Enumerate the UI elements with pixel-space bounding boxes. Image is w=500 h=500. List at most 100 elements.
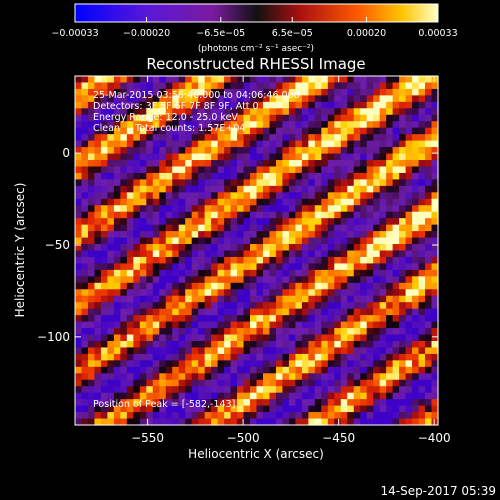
heatmap-cell	[373, 328, 381, 336]
heatmap-cell	[262, 205, 271, 213]
heatmap-cell	[113, 153, 121, 161]
heatmap-cell	[366, 121, 374, 129]
heatmap-cell	[250, 373, 258, 381]
heatmap-cell	[314, 256, 322, 265]
heatmap-cell	[198, 366, 206, 374]
heatmap-cell	[185, 392, 193, 400]
heatmap-cell	[321, 386, 329, 394]
heatmap-cell	[431, 134, 439, 142]
heatmap-cell	[295, 250, 303, 258]
heatmap-cell	[340, 353, 348, 361]
heatmap-cell	[386, 76, 394, 84]
heatmap-cell	[237, 237, 245, 245]
heatmap-cell	[379, 269, 387, 277]
heatmap-cell	[366, 101, 374, 109]
heatmap-cell	[120, 418, 128, 426]
heatmap-cell	[224, 276, 232, 284]
heatmap-cell	[178, 153, 186, 161]
heatmap-cell	[113, 321, 121, 329]
heatmap-cell	[198, 276, 206, 284]
heatmap-cell	[288, 134, 296, 142]
heatmap-cell	[75, 315, 83, 323]
heatmap-cell	[81, 160, 89, 168]
heatmap-cell	[165, 211, 173, 219]
heatmap-cell	[81, 366, 89, 374]
heatmap-cell	[113, 218, 121, 226]
heatmap-cell	[373, 134, 381, 142]
heatmap-cell	[185, 101, 193, 109]
heatmap-cell	[87, 237, 96, 245]
heatmap-cell	[405, 347, 413, 355]
heatmap-cell	[133, 315, 141, 323]
heatmap-cell	[425, 405, 433, 413]
heatmap-cell	[211, 244, 219, 252]
heatmap-cell	[373, 379, 381, 387]
heatmap-cell	[412, 282, 420, 290]
heatmap-cell	[256, 237, 264, 245]
heatmap-cell	[327, 347, 335, 355]
heatmap-cell	[412, 244, 420, 252]
heatmap-cell	[198, 418, 206, 426]
heatmap-cell	[340, 153, 348, 161]
heatmap-cell	[412, 114, 420, 122]
heatmap-cell	[321, 244, 329, 252]
heatmap-cell	[191, 88, 199, 96]
heatmap-cell	[353, 334, 361, 342]
heatmap-cell	[275, 218, 284, 226]
heatmap-cell	[269, 147, 277, 155]
heatmap-cell	[340, 276, 348, 284]
heatmap-cell	[152, 379, 160, 387]
heatmap-cell	[334, 179, 342, 187]
heatmap-cell	[392, 328, 400, 336]
heatmap-cell	[172, 263, 180, 271]
heatmap-cell	[321, 205, 329, 213]
heatmap-cell	[75, 399, 83, 407]
heatmap-cell	[418, 418, 426, 426]
heatmap-cell	[139, 263, 147, 271]
heatmap-cell	[392, 282, 400, 290]
heatmap-cell	[224, 405, 232, 413]
heatmap-cell	[159, 321, 167, 329]
heatmap-cell	[308, 392, 316, 400]
heatmap-cell	[211, 334, 219, 342]
heatmap-cell	[399, 166, 407, 174]
heatmap-cell	[425, 289, 433, 297]
heatmap-cell	[230, 308, 238, 316]
heatmap-cell	[178, 321, 186, 329]
heatmap-cell	[211, 366, 219, 374]
heatmap-cell	[139, 321, 147, 329]
heatmap-cell	[256, 114, 264, 122]
heatmap-cell	[172, 315, 180, 323]
heatmap-cell	[425, 127, 433, 135]
heatmap-cell	[94, 256, 102, 265]
heatmap-cell	[204, 328, 212, 336]
heatmap-cell	[308, 205, 316, 213]
heatmap-cell	[178, 224, 186, 232]
heatmap-cell	[392, 392, 400, 400]
heatmap-cell	[133, 334, 141, 342]
heatmap-cell	[113, 282, 121, 290]
heatmap-cell	[269, 218, 277, 226]
heatmap-cell	[360, 392, 368, 400]
heatmap-cell	[275, 172, 284, 180]
heatmap-cell	[191, 198, 199, 206]
heatmap-cell	[379, 134, 387, 142]
heatmap-cell	[327, 321, 335, 329]
heatmap-cell	[379, 211, 387, 219]
heatmap-cell	[347, 147, 355, 155]
heatmap-cell	[412, 231, 420, 239]
heatmap-cell	[262, 379, 271, 387]
heatmap-cell	[224, 166, 232, 174]
heatmap-cell	[237, 88, 245, 96]
heatmap-cell	[334, 295, 342, 303]
heatmap-cell	[295, 353, 303, 361]
heatmap-cell	[230, 315, 238, 323]
heatmap-cell	[94, 340, 102, 349]
heatmap-cell	[87, 179, 96, 187]
heatmap-cell	[373, 282, 381, 290]
heatmap-cell	[347, 121, 355, 129]
heatmap-cell	[288, 231, 296, 239]
heatmap-cell	[256, 289, 264, 297]
heatmap-cell	[165, 205, 173, 213]
heatmap-cell	[120, 205, 128, 213]
